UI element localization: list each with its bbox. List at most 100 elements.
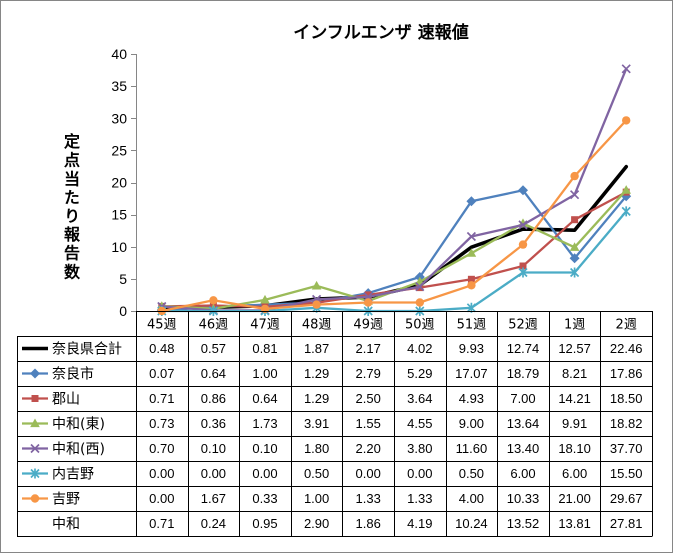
- line-chart: インフルエンザ 速報値 0510152025303540 45週 46週 47週 48…: [0, 0, 674, 555]
- table-cell: 2.79: [356, 366, 381, 381]
- series-name: 中和: [52, 517, 80, 533]
- table-cell: 0.48: [149, 341, 174, 356]
- series-name: 吉野: [52, 492, 80, 508]
- table-cell: 3.64: [407, 391, 432, 406]
- table-cell: 0.00: [356, 466, 381, 481]
- table-cell: 0.07: [149, 366, 174, 381]
- table-cell: 1.55: [356, 416, 381, 431]
- table-cell: 22.46: [610, 341, 643, 356]
- table-cell: 1.00: [252, 366, 277, 381]
- table-cell: 11.60: [456, 441, 488, 456]
- table-cell: 12.74: [507, 341, 540, 356]
- series-name: 中和(東): [52, 417, 105, 433]
- data-point: [467, 281, 475, 289]
- table-cell: 13.40: [507, 441, 540, 456]
- table-cell: 17.86: [610, 366, 643, 381]
- table-cell: 1.29: [304, 366, 329, 381]
- table-cell: 2.50: [356, 391, 381, 406]
- table-cell: 10.24: [455, 516, 488, 531]
- data-point: [571, 216, 578, 223]
- table-cell: 18.10: [558, 441, 591, 456]
- category-label: 49週: [353, 318, 383, 333]
- table-cell: 0.00: [149, 491, 174, 506]
- table-cell: 0.50: [459, 466, 484, 481]
- table-cell: 0.10: [201, 441, 226, 456]
- table-cell: 18.79: [507, 366, 540, 381]
- table-cell: 18.50: [610, 391, 643, 406]
- table-cell: 15.50: [610, 466, 643, 481]
- category-label: 51週: [457, 318, 487, 333]
- category-label: 46週: [199, 318, 229, 333]
- category-label: 48週: [302, 318, 332, 333]
- table-cell: 1.33: [407, 491, 432, 506]
- table-cell: 37.70: [610, 441, 643, 456]
- data-point: [209, 296, 217, 304]
- table-cell: 5.29: [407, 366, 432, 381]
- table-cell: 6.00: [562, 466, 587, 481]
- y-tick-label: 25: [111, 142, 127, 158]
- y-tick-label: 35: [111, 78, 127, 94]
- data-point: [519, 240, 527, 248]
- table-cell: 12.57: [558, 341, 591, 356]
- category-label: 47週: [250, 318, 280, 333]
- table-cell: 1.73: [252, 416, 277, 431]
- series-name: 中和(西): [52, 442, 105, 458]
- table-cell: 2.17: [356, 341, 381, 356]
- series-name: 郡山: [52, 392, 80, 408]
- table-cell: 0.00: [149, 466, 174, 481]
- category-label: 45週: [147, 318, 177, 333]
- chart-container: インフルエンザ 速報値 0 5 10 15 20 25 30 35 40 45週 46週 47週 48…: [0, 0, 674, 555]
- table-cell: 17.07: [455, 366, 488, 381]
- table-cell: 6.00: [510, 466, 535, 481]
- y-axis-label: 定点当たり報告数: [61, 133, 79, 282]
- table-cell: 0.71: [149, 516, 174, 531]
- series-name: 内吉野: [52, 467, 94, 483]
- table-cell: 4.02: [407, 341, 432, 356]
- y-tick-label: 15: [111, 207, 127, 223]
- table-cell: 4.00: [459, 491, 484, 506]
- table-cell: 10.33: [507, 491, 540, 506]
- table-cell: 8.21: [562, 366, 587, 381]
- table-cell: 18.82: [610, 416, 643, 431]
- table-cell: 13.81: [558, 516, 591, 531]
- category-label: 1週: [564, 318, 585, 333]
- table-cell: 0.70: [149, 441, 174, 456]
- table-cell: 4.93: [459, 391, 484, 406]
- table-cell: 1.29: [304, 391, 329, 406]
- table-cell: 7.00: [510, 391, 535, 406]
- table-cell: 0.33: [252, 491, 277, 506]
- table-cell: 4.55: [407, 416, 432, 431]
- legend-key-marker: [32, 395, 39, 402]
- y-tick-label: 10: [111, 239, 127, 255]
- y-tick-label: 40: [111, 46, 127, 62]
- data-point: [312, 300, 320, 308]
- data-point: [416, 298, 424, 306]
- category-label: 2週: [616, 318, 637, 333]
- table-cell: 1.87: [304, 341, 329, 356]
- y-tick-label: 20: [111, 175, 127, 191]
- y-tick-label: 5: [119, 271, 127, 287]
- table-cell: 13.52: [507, 516, 540, 531]
- table-cell: 29.67: [610, 491, 643, 506]
- table-cell: 4.19: [407, 516, 432, 531]
- table-cell: 0.00: [201, 466, 226, 481]
- table-cell: 0.86: [201, 391, 226, 406]
- table-cell: 0.71: [149, 391, 174, 406]
- table-cell: 3.80: [407, 441, 432, 456]
- table-cell: 0.24: [201, 516, 226, 531]
- legend-key-marker: [31, 494, 39, 502]
- table-cell: 9.00: [459, 416, 484, 431]
- table-cell: 1.00: [304, 491, 329, 506]
- table-cell: 0.64: [252, 391, 277, 406]
- table-cell: 0.00: [252, 466, 277, 481]
- table-cell: 2.90: [304, 516, 329, 531]
- chart-title: インフルエンザ 速報値: [293, 22, 468, 43]
- series-name: 奈良市: [52, 366, 94, 383]
- table-cell: 9.93: [459, 341, 484, 356]
- table-cell: 0.95: [252, 516, 277, 531]
- y-tick-label: 0: [119, 303, 127, 319]
- table-cell: 0.10: [252, 441, 277, 456]
- table-cell: 14.21: [558, 391, 591, 406]
- table-cell: 0.73: [149, 416, 174, 431]
- table-cell: 0.57: [201, 341, 226, 356]
